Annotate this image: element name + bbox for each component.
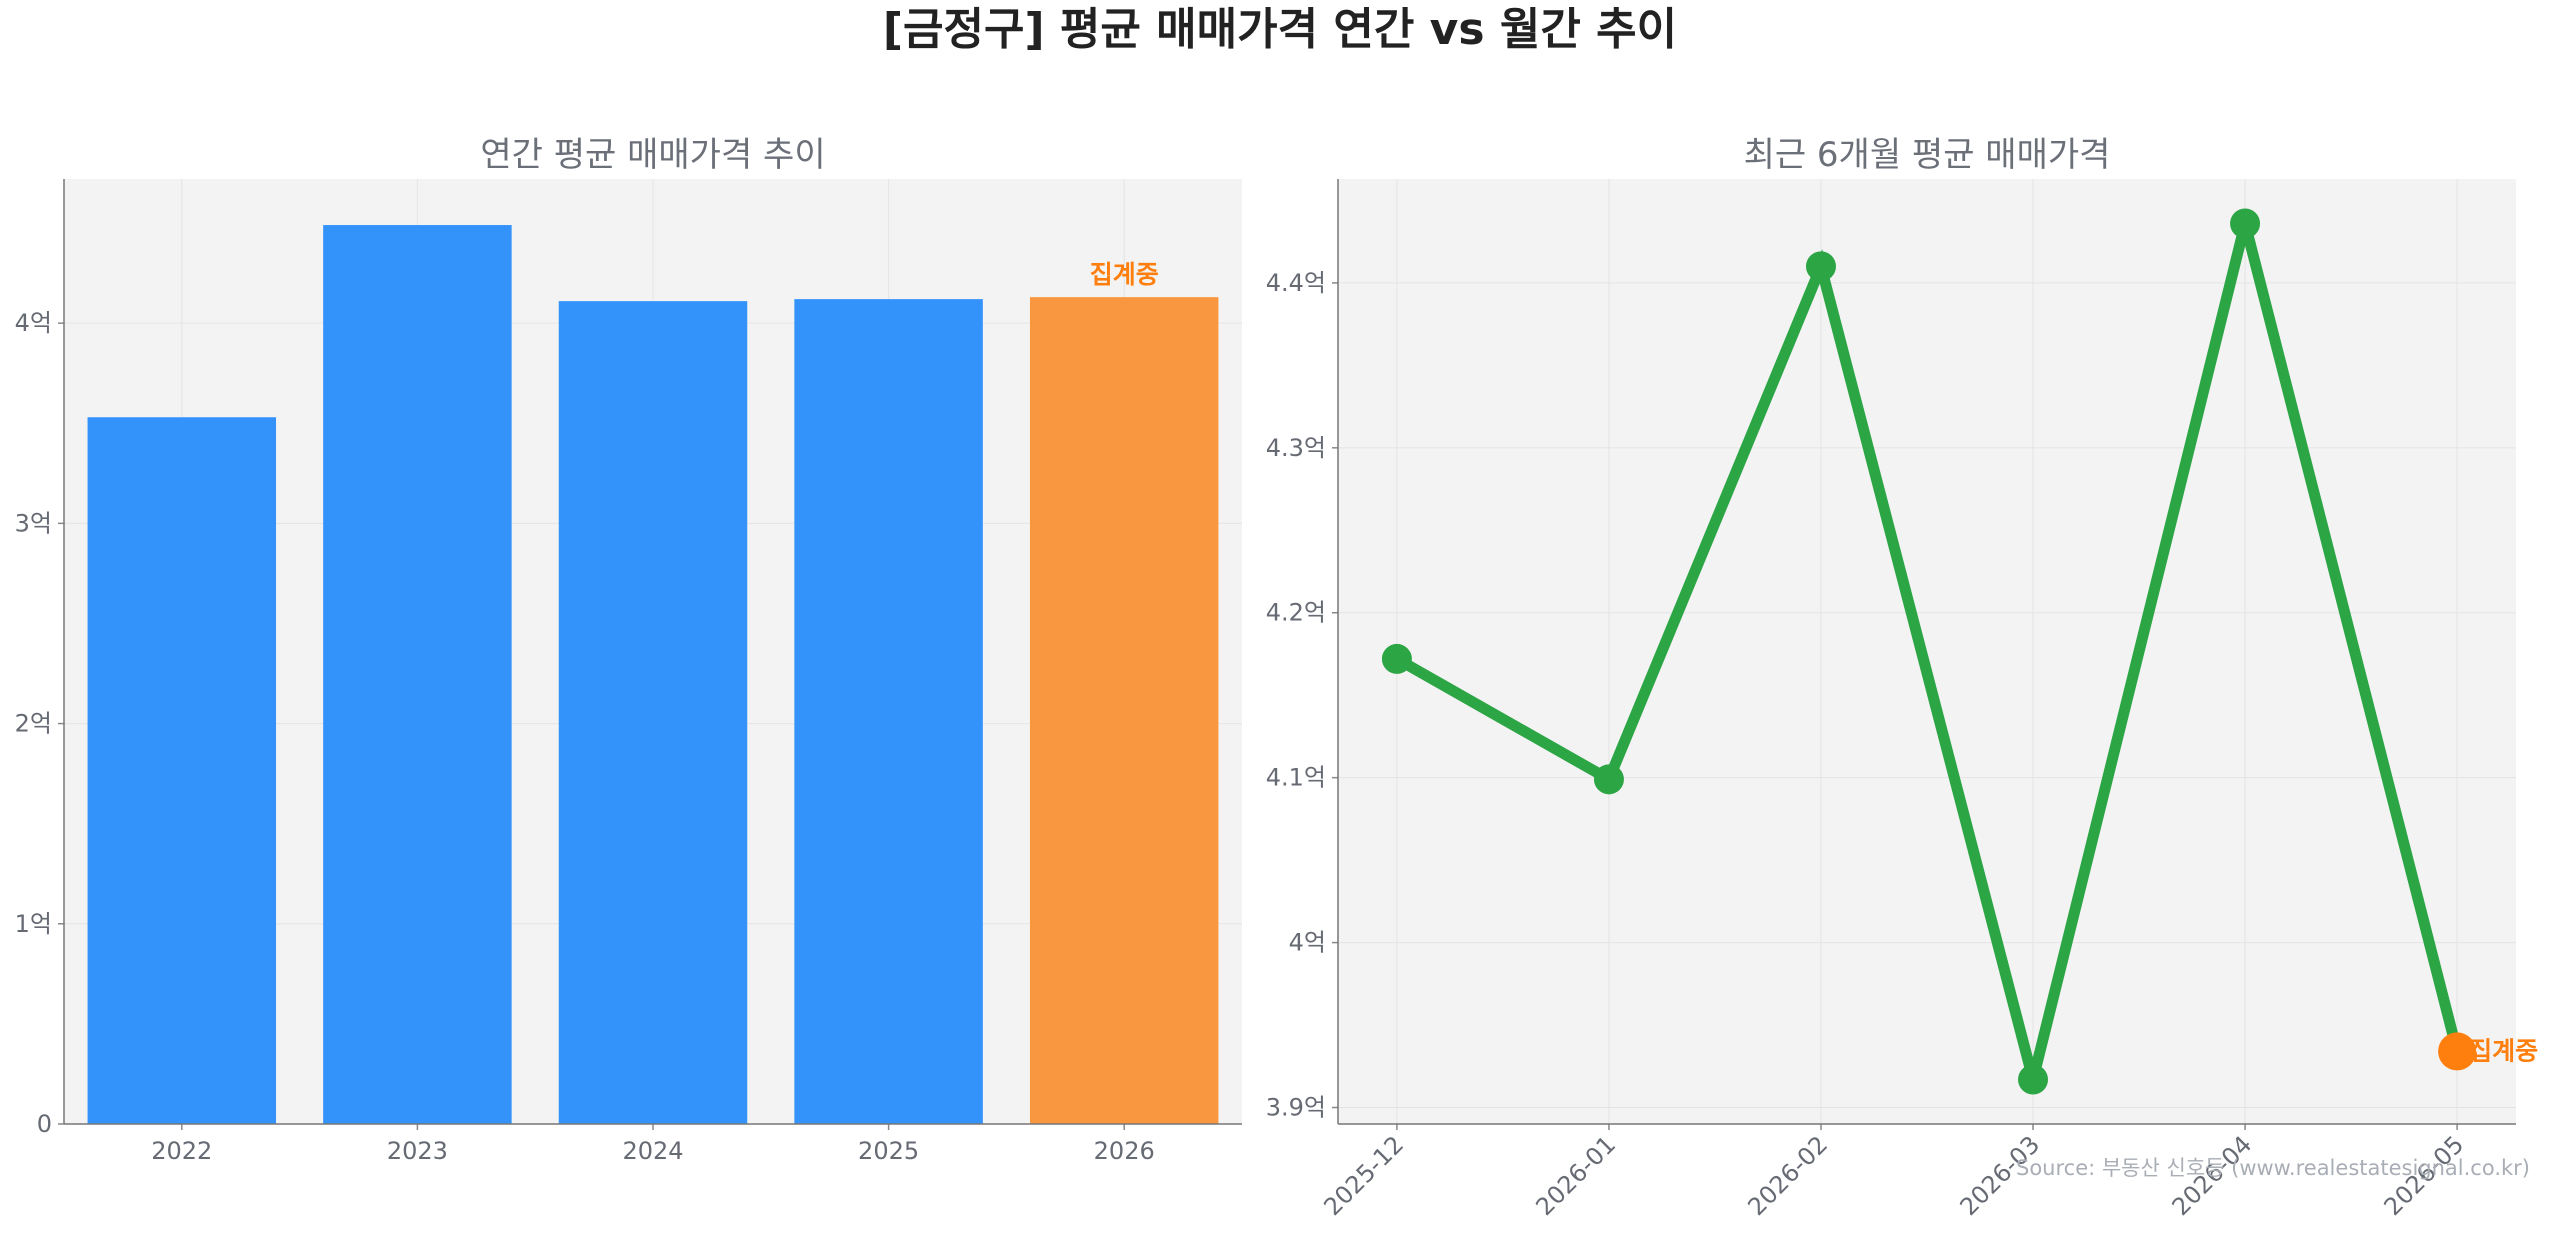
annual-xtick-label: 2023 <box>387 1137 448 1165</box>
annual-ytick-label: 2억 <box>15 710 52 738</box>
monthly-series-line <box>1394 222 2463 1081</box>
monthly-point <box>2018 1064 2049 1095</box>
monthly-grid <box>1338 179 2516 1124</box>
figure-title: [금정구] 평균 매매가격 연간 vs 월간 추이 <box>883 4 1677 55</box>
annual-bar <box>558 301 748 1124</box>
monthly-ytick-label: 4.3억 <box>1266 434 1326 462</box>
annual-ytick-label: 4억 <box>15 309 52 337</box>
monthly-xtick-label: 2025-12 <box>1318 1130 1409 1221</box>
monthly-pending-label: 집계중 <box>2469 1036 2538 1065</box>
monthly-line-chart: 3.9억 4억 4.1억 4.2억 4.3억 4.4억 2025-12 2026-01 2026… <box>1266 135 2538 1221</box>
annual-ytick-label: 3억 <box>15 509 52 537</box>
monthly-ytick-label: 3.9억 <box>1266 1094 1326 1122</box>
source-note: Source: 부동산 신호등 (www.realestatesignal.co… <box>2016 1156 2530 1180</box>
annual-xtick-label: 2022 <box>151 1137 212 1165</box>
annual-bars <box>87 225 1219 1125</box>
annual-pending-label: 집계중 <box>1090 260 1159 289</box>
monthly-axes <box>1332 179 2516 1130</box>
annual-ytick-label: 1억 <box>15 910 52 938</box>
monthly-point-current <box>2438 1032 2477 1071</box>
annual-bar <box>1029 297 1219 1124</box>
annual-bar <box>794 299 983 1125</box>
annual-xtick-label: 2024 <box>622 1137 683 1165</box>
annual-xtick-label: 2026 <box>1094 1137 1155 1165</box>
monthly-chart-title: 최근 6개월 평균 매매가격 <box>1744 135 2111 175</box>
monthly-ytick-label: 4.4억 <box>1266 269 1326 297</box>
monthly-point <box>1593 764 1624 795</box>
monthly-xtick-label: 2026-02 <box>1743 1130 1834 1221</box>
annual-bar-chart: 0 1억 2억 3억 4억 2022 2023 2024 2025 2026 연간 평균 매매가격… <box>15 135 1242 1165</box>
annual-xtick-label: 2025 <box>858 1137 919 1165</box>
monthly-ytick-label: 4.1억 <box>1266 764 1326 792</box>
monthly-ytick-label: 4.2억 <box>1266 599 1326 627</box>
annual-bar <box>323 225 512 1125</box>
annual-ytick-label: 0 <box>37 1110 52 1138</box>
annual-bar <box>87 417 277 1125</box>
monthly-point <box>1805 251 1836 282</box>
monthly-point <box>2230 208 2261 239</box>
annual-tick-labels: 0 1억 2억 3억 4억 2022 2023 2024 2025 2026 <box>15 309 1155 1165</box>
monthly-ytick-label: 4억 <box>1289 929 1326 957</box>
monthly-point <box>1381 643 1412 674</box>
monthly-xtick-label: 2026-01 <box>1530 1130 1621 1221</box>
annual-axes <box>58 179 1242 1130</box>
annual-chart-title: 연간 평균 매매가격 추이 <box>480 135 825 175</box>
monthly-series <box>1381 208 2477 1095</box>
